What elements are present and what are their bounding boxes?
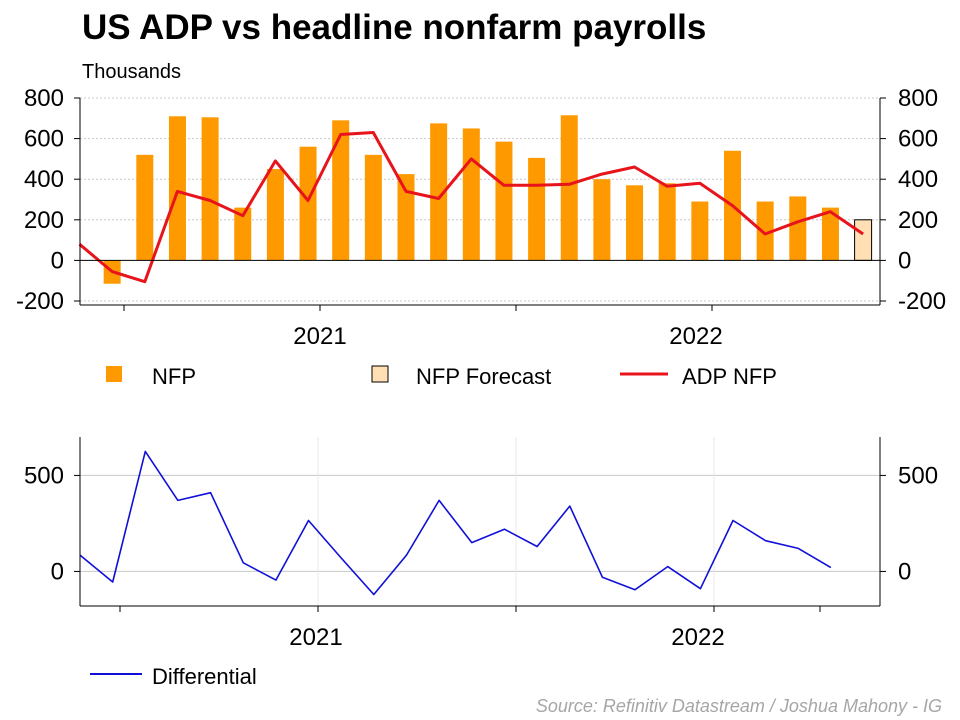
- nfp-bar: [691, 201, 709, 261]
- nfp-forecast-bar: [854, 219, 873, 261]
- x-tick-label: 2021: [293, 323, 346, 350]
- x-tick-label: 2021: [289, 624, 342, 651]
- y-tick-label-right: 500: [898, 462, 938, 489]
- top-chart: -200 -200 0 0 200 200 400 400 600 600 800 800 2021 20…: [16, 85, 946, 389]
- nfp-bar: [756, 201, 774, 261]
- nfp-bar: [626, 185, 644, 261]
- adp-nfp-line: [78, 131, 864, 284]
- y-tick-label-left: 400: [24, 166, 64, 193]
- y-tick-label-right: 600: [898, 126, 938, 153]
- nfp-bar: [789, 196, 807, 261]
- y-tick-label-right: -200: [898, 288, 946, 315]
- nfp-bar: [266, 169, 284, 261]
- y-tick-label-right: 200: [898, 207, 938, 234]
- nfp-bar: [397, 174, 415, 261]
- nfp-bar: [364, 154, 382, 261]
- y-tick-label-left: 200: [24, 207, 64, 234]
- y-tick-label-left: 500: [24, 462, 64, 489]
- nfp-bar: [168, 116, 186, 261]
- legend-label-differential: Differential: [152, 664, 257, 689]
- nfp-bar: [593, 179, 611, 261]
- x-tick-label: 2022: [669, 323, 722, 350]
- y-tick-label-right: 0: [898, 247, 911, 274]
- legend-label-nfp-forecast: NFP Forecast: [416, 364, 551, 389]
- differential-line: [79, 450, 832, 596]
- y-tick-label-left: 800: [24, 85, 64, 112]
- chart-subtitle: Thousands: [82, 61, 181, 83]
- y-tick-label-right: 800: [898, 85, 938, 112]
- chart-title: US ADP vs headline nonfarm payrolls: [82, 8, 707, 47]
- nfp-bar: [560, 115, 578, 261]
- legend-label-adp-nfp: ADP NFP: [682, 364, 777, 389]
- bottom-chart: 0 0 500 500 2021 2022 Differential: [24, 437, 938, 689]
- y-tick-label-left: -200: [16, 288, 64, 315]
- nfp-bar: [234, 207, 252, 261]
- nfp-bar: [462, 128, 480, 261]
- legend-label-nfp: NFP: [152, 364, 196, 389]
- y-tick-label-left: 600: [24, 126, 64, 153]
- nfp-bar: [430, 123, 448, 261]
- nfp-bar: [299, 146, 317, 261]
- nfp-bar: [821, 207, 839, 261]
- legend-swatch-nfp-forecast: [371, 365, 389, 383]
- nfp-bar: [201, 117, 219, 261]
- y-tick-label-right: 0: [898, 558, 911, 585]
- y-tick-label-right: 400: [898, 166, 938, 193]
- nfp-bar: [136, 154, 154, 261]
- nfp-bar: [658, 183, 676, 261]
- nfp-bar: [332, 120, 350, 261]
- legend-swatch-nfp: [106, 366, 122, 382]
- y-tick-label-left: 0: [51, 247, 64, 274]
- y-tick-label-left: 0: [51, 558, 64, 585]
- x-tick-label: 2022: [671, 624, 724, 651]
- nfp-bar: [528, 157, 546, 261]
- nfp-bar: [495, 141, 513, 261]
- source-note: Source: Refinitiv Datastream / Joshua Ma…: [535, 696, 942, 716]
